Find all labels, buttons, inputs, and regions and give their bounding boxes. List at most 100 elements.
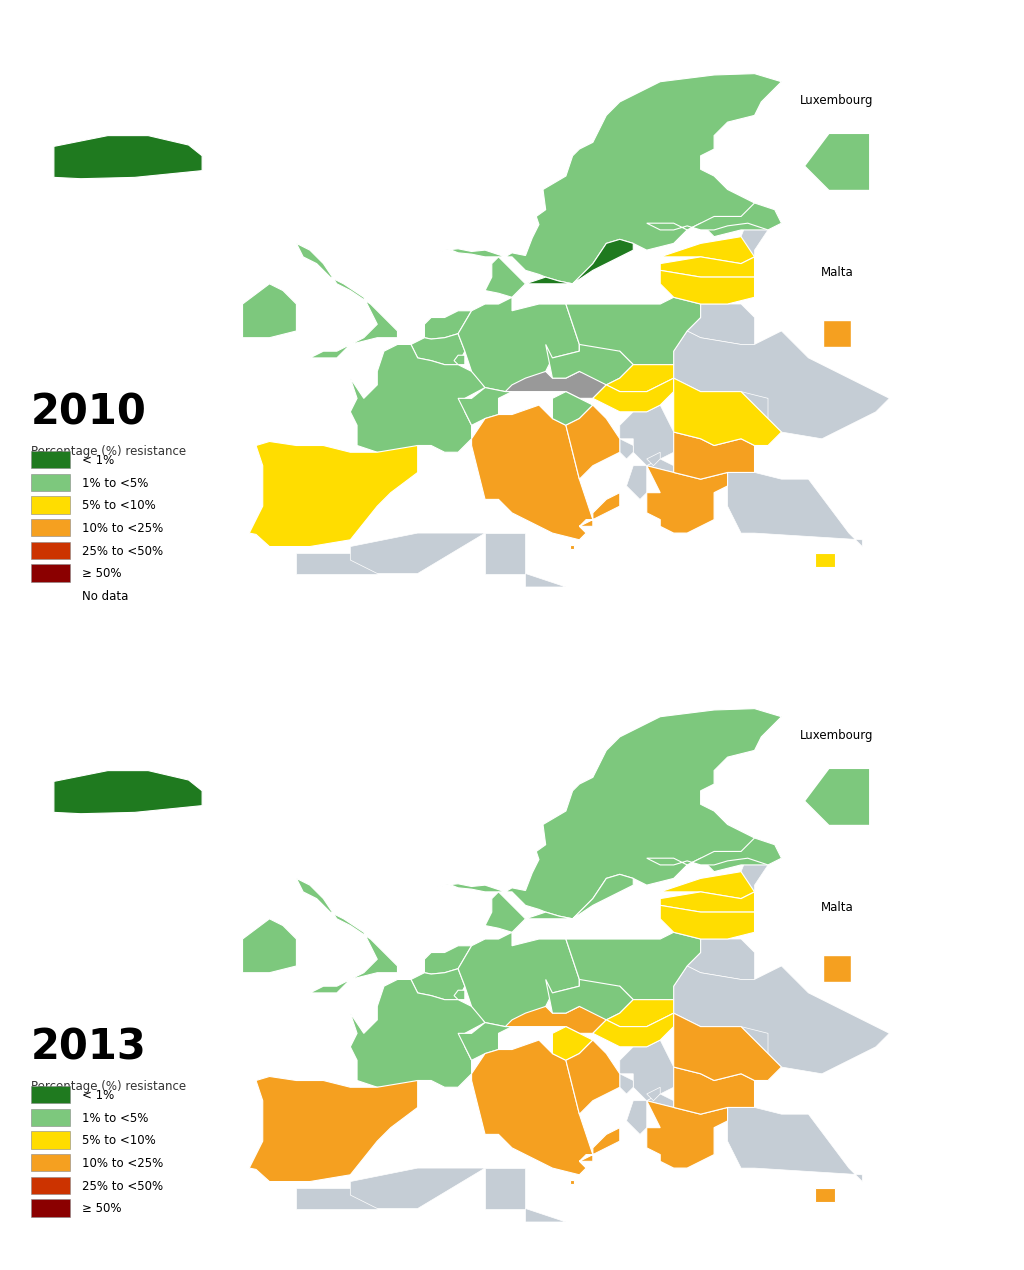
Polygon shape	[647, 452, 660, 466]
Text: 1% to <5%: 1% to <5%	[82, 476, 148, 490]
Text: 10% to <25%: 10% to <25%	[82, 1157, 163, 1170]
Polygon shape	[660, 906, 755, 939]
Polygon shape	[674, 432, 755, 479]
Polygon shape	[296, 1189, 377, 1209]
Polygon shape	[296, 554, 377, 574]
Polygon shape	[505, 371, 606, 399]
Polygon shape	[815, 554, 836, 566]
FancyBboxPatch shape	[31, 587, 70, 605]
Title: Luxembourg: Luxembourg	[801, 94, 873, 107]
Title: Malta: Malta	[821, 900, 853, 913]
Polygon shape	[580, 1054, 620, 1101]
Polygon shape	[243, 283, 296, 338]
Polygon shape	[815, 1189, 836, 1201]
Polygon shape	[458, 387, 512, 425]
Text: ≥ 50%: ≥ 50%	[82, 568, 122, 580]
Polygon shape	[454, 356, 465, 364]
Polygon shape	[411, 969, 465, 999]
Polygon shape	[249, 1077, 418, 1181]
Polygon shape	[728, 472, 862, 546]
Polygon shape	[593, 1013, 674, 1046]
Polygon shape	[805, 133, 869, 190]
FancyBboxPatch shape	[31, 542, 70, 559]
Polygon shape	[350, 533, 485, 574]
Polygon shape	[424, 946, 472, 974]
Polygon shape	[674, 1067, 755, 1114]
Polygon shape	[485, 1168, 525, 1209]
FancyBboxPatch shape	[31, 1132, 70, 1148]
Polygon shape	[454, 991, 465, 999]
Polygon shape	[620, 438, 633, 458]
Polygon shape	[472, 1040, 620, 1175]
Polygon shape	[660, 257, 755, 277]
Polygon shape	[350, 979, 485, 1087]
Text: 2010: 2010	[31, 391, 146, 433]
Polygon shape	[485, 257, 525, 297]
Polygon shape	[485, 533, 525, 574]
Polygon shape	[728, 1107, 862, 1181]
Polygon shape	[647, 458, 674, 472]
Polygon shape	[458, 932, 580, 1026]
Text: 25% to <50%: 25% to <50%	[82, 1180, 163, 1193]
Polygon shape	[296, 879, 397, 993]
Polygon shape	[411, 334, 465, 364]
FancyBboxPatch shape	[31, 1154, 70, 1171]
Polygon shape	[823, 320, 851, 347]
Polygon shape	[620, 1073, 633, 1093]
Polygon shape	[350, 1168, 485, 1209]
Polygon shape	[438, 709, 781, 918]
Text: 1% to <5%: 1% to <5%	[82, 1111, 148, 1125]
Polygon shape	[627, 1101, 647, 1134]
Title: Malta: Malta	[821, 265, 853, 278]
Polygon shape	[570, 545, 574, 549]
Polygon shape	[249, 442, 418, 546]
FancyBboxPatch shape	[31, 474, 70, 491]
Polygon shape	[525, 874, 633, 918]
Polygon shape	[570, 1180, 574, 1184]
Polygon shape	[566, 932, 700, 999]
Polygon shape	[741, 203, 781, 264]
Polygon shape	[606, 999, 674, 1026]
Polygon shape	[620, 405, 674, 466]
Polygon shape	[660, 892, 755, 912]
Polygon shape	[249, 442, 290, 535]
FancyBboxPatch shape	[31, 497, 70, 513]
Title: Luxembourg: Luxembourg	[801, 729, 873, 742]
Polygon shape	[438, 74, 781, 283]
Polygon shape	[687, 939, 755, 979]
Text: Percentage (%) resistance: Percentage (%) resistance	[31, 1080, 185, 1092]
Polygon shape	[243, 918, 296, 973]
Polygon shape	[546, 979, 633, 1020]
Text: < 1%: < 1%	[82, 455, 114, 467]
Polygon shape	[54, 771, 202, 814]
Polygon shape	[458, 297, 580, 391]
Polygon shape	[566, 405, 620, 479]
Polygon shape	[566, 297, 700, 364]
Polygon shape	[647, 1093, 674, 1107]
Polygon shape	[525, 239, 633, 283]
Polygon shape	[458, 1022, 512, 1060]
Polygon shape	[647, 466, 728, 533]
Polygon shape	[660, 236, 755, 264]
FancyBboxPatch shape	[31, 1199, 70, 1217]
Polygon shape	[505, 1006, 606, 1034]
Polygon shape	[525, 1209, 566, 1222]
Polygon shape	[660, 271, 755, 304]
FancyBboxPatch shape	[31, 564, 70, 582]
Polygon shape	[647, 203, 781, 230]
Polygon shape	[741, 1026, 768, 1054]
Polygon shape	[647, 1101, 728, 1168]
Polygon shape	[674, 331, 889, 438]
Text: 5% to <10%: 5% to <10%	[82, 1134, 156, 1147]
Text: 10% to <25%: 10% to <25%	[82, 522, 163, 535]
FancyBboxPatch shape	[31, 1109, 70, 1126]
Polygon shape	[647, 838, 781, 865]
Polygon shape	[674, 378, 781, 446]
FancyBboxPatch shape	[31, 1177, 70, 1194]
Polygon shape	[674, 966, 889, 1073]
Polygon shape	[350, 344, 485, 452]
Polygon shape	[805, 768, 869, 826]
Polygon shape	[687, 304, 755, 344]
Polygon shape	[472, 405, 620, 540]
FancyBboxPatch shape	[31, 451, 70, 469]
